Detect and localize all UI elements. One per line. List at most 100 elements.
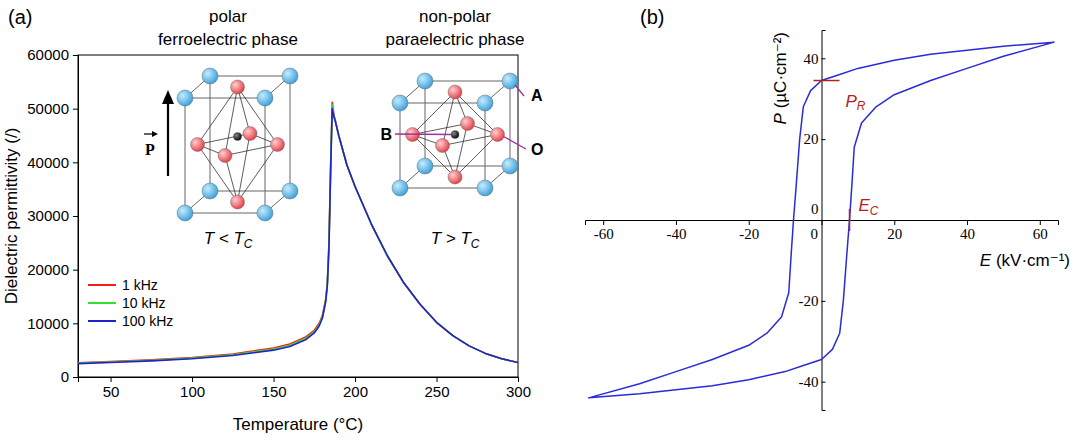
tick-mark	[73, 216, 78, 217]
tick-mark	[822, 301, 826, 302]
tick: 250	[425, 377, 450, 400]
tick-label: 150	[262, 383, 287, 400]
oxygen-atom	[231, 80, 245, 94]
tick-mark	[749, 220, 750, 225]
axis-line	[822, 31, 826, 411]
tick-mark	[822, 382, 826, 383]
vector-arrow-head	[152, 131, 158, 137]
tick: 50	[103, 377, 120, 400]
octahedron-edge	[225, 87, 238, 156]
legend: 1 kHz 10 kHz 100 kHz	[88, 277, 173, 329]
cell-edge	[400, 103, 401, 188]
tick-label: 300	[506, 383, 531, 400]
annotation: PR	[846, 92, 866, 114]
x-axis: 50100150200250300	[79, 377, 532, 400]
octahedron-edge	[198, 134, 251, 145]
figure: 5010015020025030001000020000300004000050…	[0, 0, 1079, 446]
octahedron-edge	[413, 124, 468, 135]
annotation-subscript: C	[244, 237, 253, 251]
cell-edge	[485, 103, 486, 188]
octahedron-edge	[238, 145, 278, 203]
tick-label: 50000	[27, 100, 69, 117]
cell-edge	[210, 76, 290, 77]
tick: 10000	[27, 315, 78, 332]
y-axis-title: Dielectric permittivity (/)	[2, 128, 21, 305]
oxygen-atom	[191, 138, 205, 152]
cell-edge	[185, 98, 265, 99]
tick-mark	[73, 323, 78, 324]
tick: 60	[1033, 220, 1048, 242]
a-site-atom	[282, 183, 298, 199]
octahedron-edge	[238, 134, 251, 203]
a-site-atom	[392, 180, 408, 196]
tick-mark	[822, 220, 826, 221]
tick-label: 50	[103, 383, 120, 400]
a-site-atom	[202, 183, 218, 199]
series-line	[589, 42, 1055, 398]
axis-line	[79, 378, 519, 383]
tick-label: 0	[61, 368, 69, 385]
tick-mark	[73, 377, 78, 378]
leader-line	[504, 137, 527, 150]
tick-label: 40	[960, 226, 975, 242]
tick-mark	[274, 377, 275, 382]
tick-label: 100	[180, 383, 205, 400]
tick-mark	[73, 109, 78, 110]
unit-cell-polar	[177, 68, 298, 221]
legend-label: 10 kHz	[122, 295, 166, 311]
legend-label: 1 kHz	[122, 277, 158, 293]
oxygen-atom	[448, 170, 462, 184]
cell-edge	[400, 188, 485, 189]
tick-mark	[355, 377, 356, 382]
tick: 100	[180, 377, 205, 400]
cell-edge	[185, 213, 265, 214]
tick: 0	[811, 201, 826, 221]
tick-label: 40	[804, 51, 819, 67]
tick: 20	[804, 131, 826, 147]
panel-b: -60-40-200204060-40-2002040E (kV·cm⁻¹)P …	[586, 6, 1071, 411]
cell-edge	[210, 191, 290, 192]
a-site-atom	[177, 90, 193, 106]
annotation: T > TC	[431, 229, 480, 251]
tick: 0	[61, 368, 78, 385]
tick-mark	[894, 220, 895, 225]
b-site-atom	[451, 131, 459, 139]
legend-swatch	[88, 302, 116, 304]
oxygen-atom	[231, 195, 245, 209]
annotation-marker	[849, 209, 851, 231]
cell-edge	[510, 81, 511, 166]
tick: 40000	[27, 154, 78, 171]
tick: 20000	[27, 261, 78, 278]
a-site-atom	[257, 90, 273, 106]
octahedron-edge	[225, 145, 278, 156]
annotation: non-polar	[419, 7, 491, 26]
tick-label: 20	[804, 131, 819, 147]
a-site-atom	[477, 180, 493, 196]
series-line	[78, 105, 518, 363]
tick-label: 60000	[27, 46, 69, 63]
tick: 300	[506, 377, 531, 400]
cell-edge	[425, 81, 426, 166]
oxygen-atom	[218, 149, 232, 163]
annotation-subscript: R	[857, 99, 866, 113]
legend-label: 100 kHz	[122, 313, 173, 329]
a-site-atom	[417, 73, 433, 89]
tick-mark	[73, 55, 78, 56]
tick: 40	[960, 220, 975, 242]
annotation: A	[531, 87, 543, 104]
tick-label: 0	[811, 226, 819, 242]
tick: 50000	[27, 100, 78, 117]
leader-line	[395, 133, 451, 135]
tick: -60	[594, 220, 614, 242]
polarization-arrow-head	[162, 90, 174, 104]
series-line	[78, 109, 518, 364]
a-site-atom	[417, 158, 433, 174]
tick-mark	[603, 220, 604, 225]
tick: -20	[739, 220, 759, 242]
a-site-atom	[392, 95, 408, 111]
oxygen-atom	[491, 128, 505, 142]
tick-label: 250	[425, 383, 450, 400]
a-site-atom	[502, 158, 518, 174]
cell-edge	[210, 76, 211, 191]
tick-mark	[967, 220, 968, 225]
